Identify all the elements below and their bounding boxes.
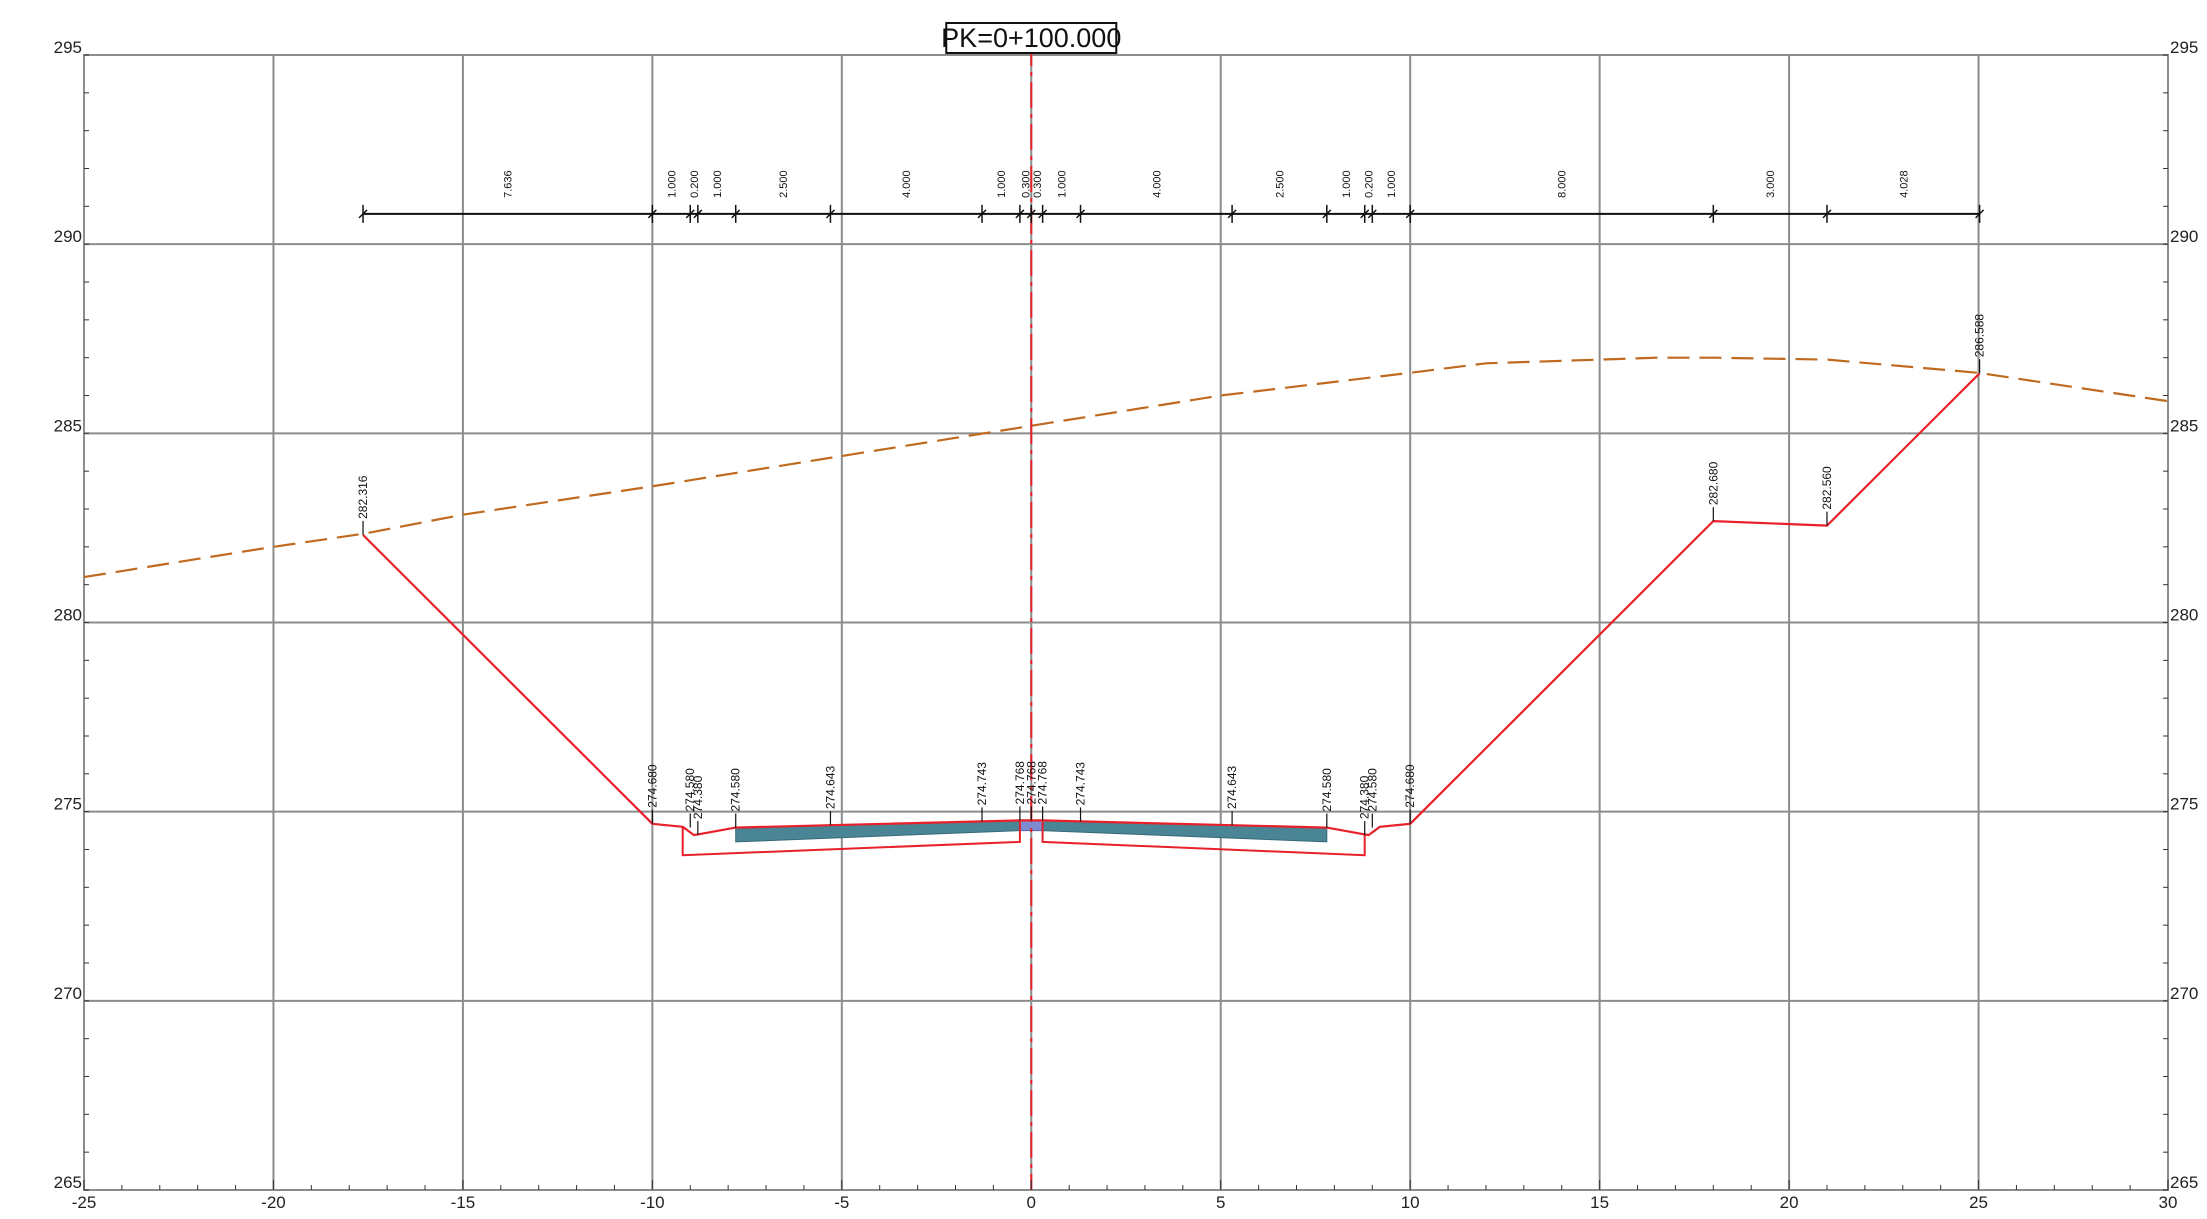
elevation-label: 274.768 [1024, 761, 1038, 805]
grid [83, 54, 2169, 1191]
y-tick-label-right: 285 [2170, 416, 2198, 435]
dimension-chain: 7.636 1.000 0.200 1.000 2.500 4.000 1.000 0.300… [358, 170, 1985, 223]
dimension-arrow [1405, 209, 1415, 219]
elevation-label: 274.768 [1013, 761, 1027, 805]
dimension-label: 4.000 [1151, 170, 1163, 198]
x-tick-label: 15 [1590, 1193, 1609, 1212]
design-line [362, 372, 1981, 837]
dimension-label: 1.000 [1386, 170, 1398, 198]
y-tick-label-right: 270 [2170, 984, 2198, 1003]
dimension-arrow [825, 209, 835, 219]
y-tick-label-left: 290 [54, 227, 82, 246]
dimension-arrow [1708, 209, 1718, 219]
y-tick-label-right: 290 [2170, 227, 2198, 246]
elevation-label: 274.643 [823, 765, 837, 809]
x-tick-label: -25 [72, 1193, 97, 1212]
dimension-arrow [1367, 209, 1377, 219]
dimension-label: 1.000 [1341, 170, 1353, 198]
dimension-arrow [693, 209, 703, 219]
dimension-arrow [358, 209, 368, 219]
x-tick-label: 10 [1401, 1193, 1420, 1212]
x-tick-label: -5 [834, 1193, 849, 1212]
elevation-label: 274.580 [1365, 768, 1379, 812]
y-tick-label-left: 275 [54, 795, 82, 814]
elevation-label: 274.743 [1074, 762, 1088, 806]
terrain-line [83, 356, 2169, 579]
title-box: PK=0+100.000 [941, 22, 1121, 54]
dimension-label: 0.200 [1364, 170, 1376, 198]
dimension-label: 8.000 [1557, 170, 1569, 198]
y-tick-label-right: 280 [2170, 606, 2198, 625]
x-tick-label: -20 [261, 1193, 286, 1212]
dimension-arrow [1026, 209, 1036, 219]
elevation-label: 274.743 [975, 762, 989, 806]
dimension-arrow [1015, 209, 1025, 219]
subgrade-right [1041, 820, 1366, 857]
design-profile [362, 372, 1981, 837]
dimension-label: 1.000 [666, 170, 678, 198]
y-tick-label-left: 270 [54, 984, 82, 1003]
dimension-arrow [1322, 209, 1332, 219]
dimension-label: 7.636 [503, 170, 515, 198]
y-tick-label-left: 280 [54, 606, 82, 625]
dimension-label: 1.000 [712, 170, 724, 198]
dimension-label: 0.200 [689, 170, 701, 198]
dimension-arrow [685, 209, 695, 219]
x-tick-label: 5 [1216, 1193, 1225, 1212]
dimension-label: 2.500 [1274, 170, 1286, 198]
dimension-label: 4.028 [1898, 170, 1910, 198]
elevation-label: 274.768 [1036, 761, 1050, 805]
section-title: PK=0+100.000 [941, 23, 1121, 53]
elevation-label: 282.560 [1820, 466, 1834, 510]
elevation-label: 274.680 [645, 764, 659, 808]
axis-ticks: -25 -20 -15 -10 -5 0 5 10 15 20 25 30 295 295 290 290 28… [54, 38, 2199, 1212]
elevation-label: 274.680 [1403, 764, 1417, 808]
y-tick-label-right: 265 [2170, 1173, 2198, 1192]
elevation-label: 286.588 [1973, 314, 1987, 358]
y-tick-label-left: 295 [54, 38, 82, 57]
elevation-label: 274.580 [683, 768, 697, 812]
dimension-label: 4.000 [901, 170, 913, 198]
dimension-label: 0.300 [1021, 170, 1033, 198]
x-tick-label: 25 [1969, 1193, 1988, 1212]
elevation-label: 282.316 [356, 475, 370, 519]
dimension-arrow [1360, 209, 1370, 219]
road-structure [681, 819, 1366, 857]
elevation-label: 282.680 [1706, 461, 1720, 505]
title-frame [945, 22, 1118, 54]
dimension-arrow [647, 209, 657, 219]
dimension-label: 1.000 [1057, 170, 1069, 198]
x-tick-label: 0 [1027, 1193, 1036, 1212]
elevation-label: 274.643 [1225, 765, 1239, 809]
dimension-arrow [1038, 209, 1048, 219]
x-tick-label: 30 [2159, 1193, 2178, 1212]
dimension-label: 2.500 [778, 170, 790, 198]
x-tick-label: 20 [1780, 1193, 1799, 1212]
dimension-label: 0.300 [1032, 170, 1044, 198]
x-tick-label: -10 [640, 1193, 665, 1212]
elevation-label: 274.580 [1320, 768, 1334, 812]
subgrade-left [681, 820, 1021, 857]
elevation-label: 274.580 [729, 768, 743, 812]
terrain-profile [83, 356, 2169, 579]
dimension-arrow [1227, 209, 1237, 219]
y-tick-label-left: 265 [54, 1173, 82, 1192]
dimension-label: 1.000 [996, 170, 1008, 198]
x-tick-label: -15 [451, 1193, 476, 1212]
y-tick-label-left: 285 [54, 416, 82, 435]
y-tick-label-right: 275 [2170, 795, 2198, 814]
elevation-label: 274.380 [1358, 775, 1372, 819]
dimension-label: 3.000 [1765, 170, 1777, 198]
dimension-arrow [731, 209, 741, 219]
dimension-arrow [1076, 209, 1086, 219]
dimension-arrow [1822, 209, 1832, 219]
y-tick-label-right: 295 [2170, 38, 2198, 57]
dimension-arrow [977, 209, 987, 219]
elevation-label: 274.380 [691, 775, 705, 819]
dimension-arrow [1975, 209, 1985, 219]
